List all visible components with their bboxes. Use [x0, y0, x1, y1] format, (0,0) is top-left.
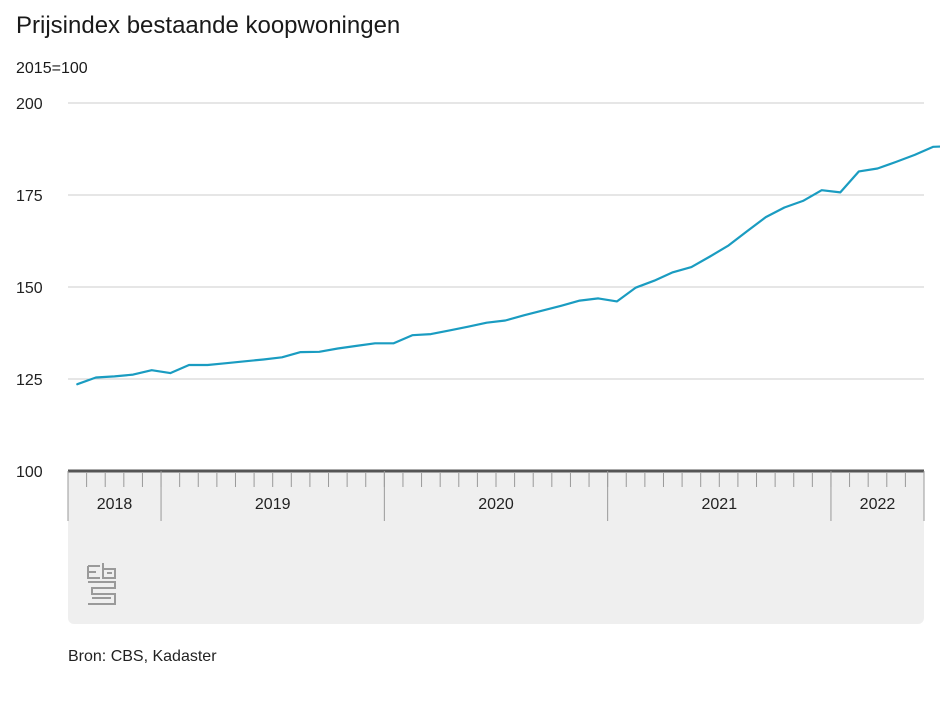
- axis-panel: [68, 471, 924, 624]
- cbs-logo: [87, 563, 116, 605]
- unit-label: 2015=100: [16, 60, 88, 77]
- x-year-label: 2020: [478, 496, 514, 513]
- x-year-label: 2019: [255, 496, 291, 513]
- logo-stroke: [88, 581, 116, 605]
- series-line: [76, 145, 940, 386]
- y-tick-label: 200: [16, 96, 43, 113]
- chart-title: Prijsindex bestaande koopwoningen: [16, 12, 401, 39]
- y-tick-label: 125: [16, 372, 43, 389]
- y-tick-label: 100: [16, 464, 43, 481]
- source-note: Bron: CBS, Kadaster: [68, 648, 217, 665]
- logo-stroke: [87, 565, 100, 579]
- x-year-label: 2021: [702, 496, 738, 513]
- y-tick-label: 175: [16, 188, 43, 205]
- x-year-label: 2018: [97, 496, 133, 513]
- logo-stroke: [102, 563, 116, 579]
- x-year-label: 2022: [860, 496, 896, 513]
- y-tick-label: 150: [16, 280, 43, 297]
